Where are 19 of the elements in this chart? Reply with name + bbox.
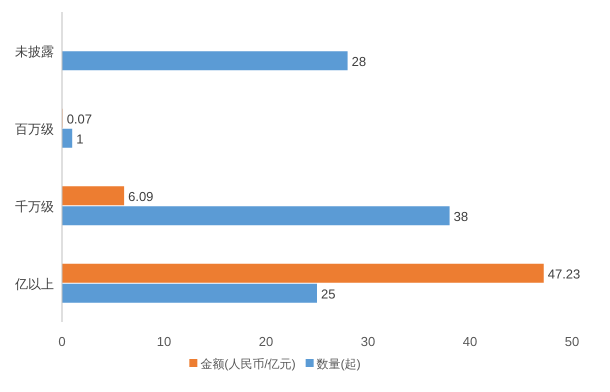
xtick: 50 (564, 334, 580, 349)
data-label: 6.09 (128, 188, 154, 204)
xtick: 10 (156, 334, 172, 349)
xtick: 20 (258, 334, 274, 349)
xtick: 30 (360, 334, 376, 349)
category: 亿以上 (15, 276, 54, 292)
data-label: 1 (76, 131, 84, 146)
data-label: 0.07 (66, 111, 92, 126)
data-label: 25 (321, 286, 336, 302)
legend-label: 数量(起) (316, 357, 361, 371)
category: 未披露 (15, 44, 54, 59)
data-label: 38 (454, 208, 468, 224)
xtick: 40 (462, 334, 478, 349)
category: 百万级 (15, 121, 54, 136)
legend-label: 金额(人民币/亿元) (200, 357, 296, 371)
data-label: 47.23 (548, 266, 580, 282)
xtick: 0 (58, 334, 66, 349)
data-label: 28 (352, 54, 366, 69)
category: 千万级 (15, 198, 54, 214)
